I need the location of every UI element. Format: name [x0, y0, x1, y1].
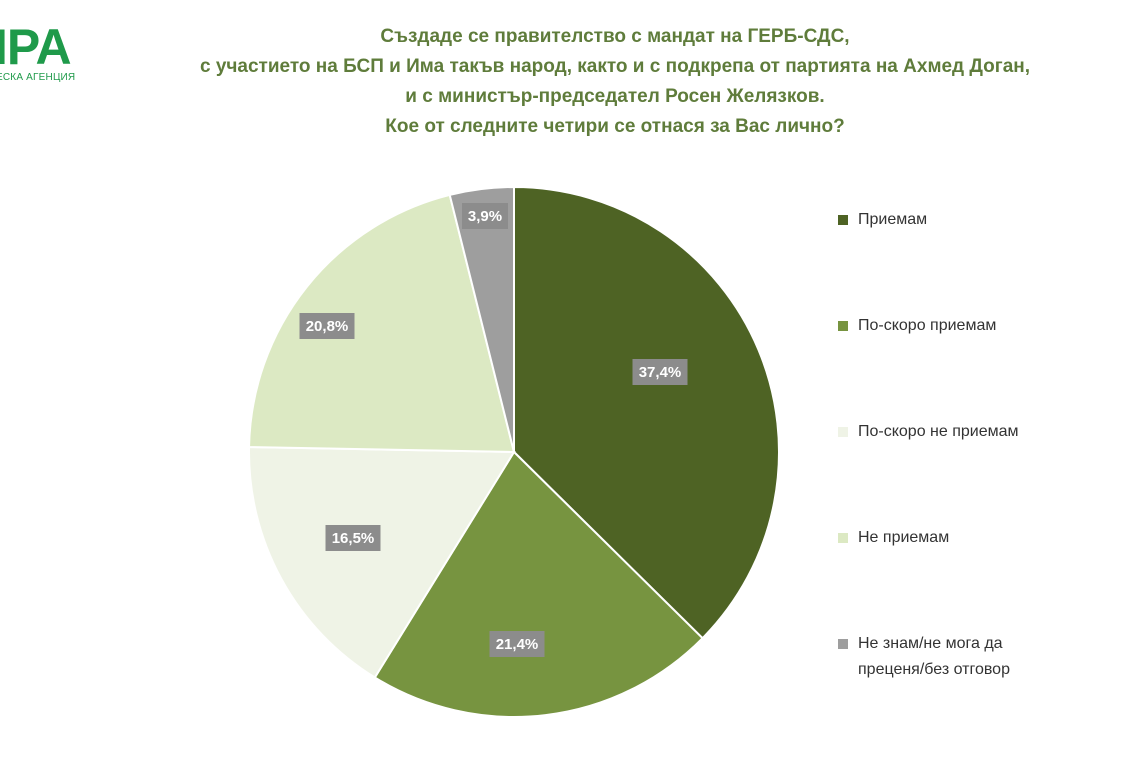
- pie-slice: [248, 445, 516, 679]
- chart-title-line: Кое от следните четири се отнася за Вас …: [385, 116, 845, 137]
- legend-label: По-скоро приемам: [858, 317, 997, 334]
- data-label-text: 20,8%: [306, 318, 349, 335]
- data-label-text: 3,9%: [468, 208, 502, 225]
- legend-label: Не знам/не мога да преценя/без отговор: [858, 635, 1010, 678]
- legend-swatch: [838, 427, 848, 437]
- data-label: 21,4%: [489, 631, 545, 657]
- data-label-background: [489, 631, 545, 657]
- legend-swatch: [838, 321, 848, 331]
- legend-swatch: [838, 533, 848, 543]
- chart-title-line: с участието на БСП и Има такъв народ, ка…: [199, 56, 1031, 77]
- pie-slice: [448, 185, 515, 453]
- legend-label: Приемам: [858, 211, 928, 228]
- chart-title-line: Създаде се правителство с мандат на ГЕРБ…: [380, 26, 850, 47]
- data-label-background: [462, 203, 508, 229]
- data-label-text: 16,5%: [332, 530, 375, 547]
- legend-label: Не приемам: [858, 529, 950, 546]
- legend-swatch: [838, 639, 848, 649]
- chart-title: Създаде се правителство с мандат на ГЕРБ…: [110, 22, 1120, 142]
- data-label-background: [325, 525, 381, 551]
- logo-subtitle: ЕСКА АГЕНЦИЯ: [0, 72, 76, 83]
- legend-swatch: [838, 215, 848, 225]
- data-label-background: [299, 313, 355, 339]
- logo-mark: IPA: [0, 22, 72, 75]
- data-label: 20,8%: [299, 313, 355, 339]
- pie-slice: [248, 193, 516, 454]
- legend-item: Не знам/не мога да преценя/без отговор: [838, 631, 1073, 683]
- data-label-background: [632, 359, 688, 385]
- agency-logo: IPA ЕСКА АГЕНЦИЯ: [0, 22, 100, 92]
- legend-item: По-скоро не приемам: [838, 419, 1019, 445]
- legend-item: Не приемам: [838, 525, 949, 551]
- legend-item: По-скоро приемам: [838, 313, 996, 339]
- data-label: 16,5%: [325, 525, 381, 551]
- legend-label: По-скоро не приемам: [858, 423, 1019, 440]
- data-label: 37,4%: [632, 359, 688, 385]
- data-label: 3,9%: [462, 203, 508, 229]
- chart-title-line: и с министър-председател Росен Желязков.: [405, 86, 825, 107]
- pie-slice: [373, 450, 704, 718]
- pie-slice: [513, 185, 780, 640]
- data-label-text: 21,4%: [496, 636, 539, 653]
- legend-item: Приемам: [838, 207, 927, 233]
- data-label-text: 37,4%: [639, 364, 682, 381]
